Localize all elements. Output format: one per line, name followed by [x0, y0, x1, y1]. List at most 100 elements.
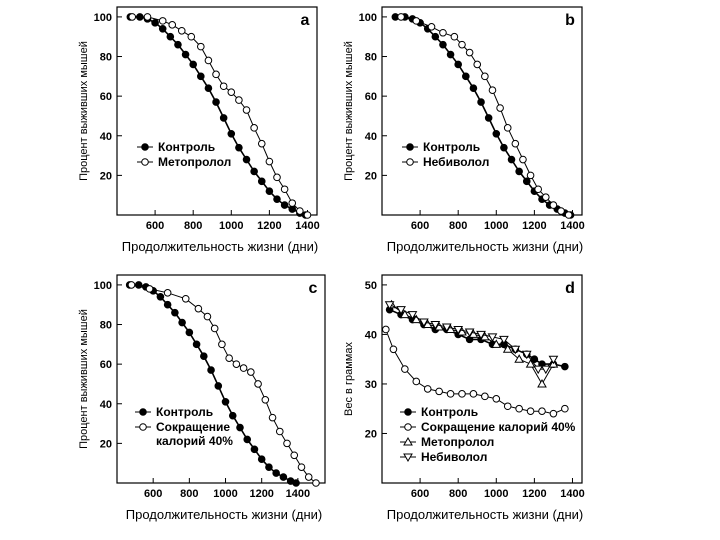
- data-point: [250, 445, 259, 454]
- series-filled-circle: [391, 13, 575, 219]
- data-point: [430, 321, 441, 330]
- series-line: [132, 16, 308, 216]
- x-tick-label: 1400: [560, 220, 584, 232]
- data-point: [290, 451, 299, 460]
- legend-label-line: калорий 40%: [156, 434, 233, 448]
- data-point: [210, 324, 219, 333]
- y-tick-label: 30: [365, 379, 377, 391]
- data-point: [265, 463, 273, 471]
- legend-marker: [403, 436, 413, 446]
- data-point: [280, 201, 289, 209]
- data-point: [458, 40, 466, 49]
- legend-label: Метопролол: [421, 435, 494, 449]
- data-point: [557, 207, 565, 215]
- data-point: [454, 60, 462, 69]
- legend-label: Контроль: [158, 140, 215, 154]
- data-point: [462, 72, 470, 81]
- data-point: [304, 473, 313, 481]
- plot-frame-c: [116, 274, 326, 484]
- legend-marker: [139, 423, 147, 431]
- data-point: [158, 17, 167, 25]
- legend-label: Контроль: [421, 405, 478, 419]
- x-axis-title: Продолжительность жизни (дни): [387, 507, 583, 522]
- data-point: [446, 50, 455, 59]
- data-point: [214, 382, 223, 390]
- series-line: [389, 304, 554, 370]
- data-point: [503, 402, 512, 411]
- data-point: [435, 387, 443, 396]
- data-point: [491, 339, 502, 348]
- y-tick-label: 40: [365, 329, 377, 341]
- data-point: [288, 199, 297, 207]
- legend-marker: [404, 408, 412, 416]
- data-point: [145, 285, 154, 293]
- data-point: [453, 325, 464, 335]
- data-point: [464, 328, 475, 337]
- data-point: [488, 86, 497, 94]
- y-tick-label: 20: [365, 428, 377, 440]
- panel-a: 600 800 1000 1200 1400 20 40 60 80 100 Продолжител…: [78, 6, 320, 254]
- data-point: [526, 407, 535, 415]
- data-point: [407, 311, 418, 320]
- data-point: [484, 114, 493, 122]
- data-point: [487, 333, 498, 342]
- x-tick-label: 1400: [295, 220, 319, 232]
- data-point: [257, 139, 266, 148]
- x-axis-title: Продолжительность жизни (дни): [122, 239, 318, 254]
- data-point: [481, 72, 489, 81]
- data-point: [492, 395, 501, 403]
- legend-marker: [406, 158, 414, 166]
- x-tick-label: 1200: [257, 220, 281, 232]
- y-axis-title: Процент выживших мышей: [343, 41, 355, 181]
- data-point: [177, 26, 186, 35]
- data-point: [250, 124, 258, 132]
- data-point: [254, 380, 262, 388]
- data-point: [197, 42, 205, 51]
- data-point: [174, 40, 182, 49]
- data-point: [143, 13, 152, 21]
- series-open-triangle-down: [384, 301, 559, 375]
- plot-frame-a: [116, 6, 318, 216]
- data-point: [171, 308, 179, 317]
- data-point: [250, 167, 258, 176]
- legend-label: Сокращение калорий 40%: [421, 420, 576, 434]
- data-point: [519, 155, 527, 164]
- data-point: [185, 328, 194, 337]
- data-point: [412, 17, 421, 25]
- data-point: [297, 463, 306, 471]
- legend-label: Небиволол: [423, 155, 489, 169]
- data-point: [423, 385, 432, 393]
- series-line: [400, 16, 569, 216]
- data-point: [212, 98, 220, 106]
- data-point: [561, 362, 569, 371]
- data-point: [468, 329, 479, 338]
- data-point: [151, 19, 159, 27]
- y-axis-title: Процент выживших мышей: [78, 41, 90, 181]
- y-tick-label: 40: [100, 131, 112, 143]
- panel-d: 600 800 1000 1200 1400 20 30 40 50 Продолжительно…: [343, 274, 585, 522]
- legend-label: Метопролол: [158, 155, 231, 169]
- data-point: [275, 427, 284, 436]
- y-tick-label: 80: [365, 52, 377, 64]
- data-point: [434, 321, 445, 331]
- legend-label: Сокращение калорий 40%: [156, 420, 233, 448]
- y-tick-label: 40: [100, 399, 112, 411]
- data-point: [399, 309, 410, 319]
- panel-letter: c: [309, 280, 318, 297]
- data-point: [303, 211, 312, 219]
- data-point: [522, 177, 531, 186]
- y-tick-label: 100: [94, 12, 112, 24]
- series-open-triangle-up: [386, 299, 559, 388]
- data-point: [212, 70, 220, 79]
- data-point: [204, 56, 213, 65]
- data-point: [549, 201, 558, 209]
- data-point: [227, 88, 236, 96]
- panel-b: 600 800 1000 1200 1400 20 40 60 80 100 Продолжител…: [343, 6, 585, 254]
- data-point: [525, 359, 536, 368]
- data-point: [228, 411, 237, 420]
- data-point: [496, 104, 504, 112]
- data-point: [427, 23, 436, 31]
- y-tick-label: 60: [100, 359, 112, 371]
- y-tick-label: 20: [100, 170, 112, 182]
